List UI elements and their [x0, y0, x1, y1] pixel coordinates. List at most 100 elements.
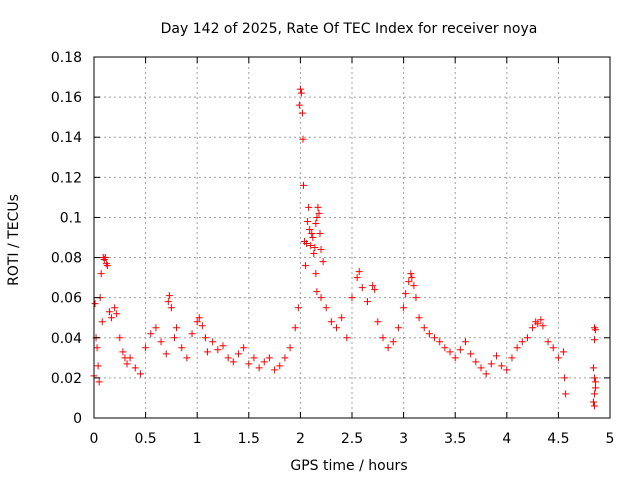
data-point	[93, 344, 101, 352]
data-point	[592, 384, 600, 392]
chart-title: Day 142 of 2025, Rate Of TEC Index for r…	[161, 21, 538, 37]
data-point	[111, 304, 119, 312]
x-tick-label: 0.5	[134, 431, 156, 447]
data-point	[255, 364, 263, 372]
data-point	[467, 350, 475, 358]
data-point	[101, 254, 109, 262]
data-point	[407, 270, 415, 278]
data-point	[291, 324, 299, 332]
data-point	[198, 322, 206, 330]
data-point	[591, 390, 599, 398]
x-axis-label: GPS time / hours	[290, 458, 407, 474]
y-tick-label: 0.16	[51, 90, 82, 106]
data-point	[164, 298, 172, 306]
data-point	[589, 398, 597, 406]
data-point	[313, 213, 321, 221]
data-point	[302, 262, 310, 270]
data-point	[314, 203, 322, 211]
data-point	[451, 354, 459, 362]
data-point	[529, 324, 537, 332]
data-point	[95, 378, 103, 386]
y-tick-label: 0.08	[51, 251, 82, 267]
data-point	[348, 294, 356, 302]
data-point	[591, 374, 599, 382]
data-point	[358, 284, 366, 292]
data-point	[549, 344, 557, 352]
data-point	[103, 262, 111, 270]
data-point	[97, 270, 105, 278]
data-point	[178, 344, 186, 352]
data-point	[389, 338, 397, 346]
data-point	[327, 318, 335, 326]
data-point	[498, 362, 506, 370]
data-point	[303, 240, 311, 248]
y-tick-label: 0	[73, 411, 82, 427]
data-point	[319, 258, 327, 266]
data-point	[431, 334, 439, 342]
data-point	[560, 348, 568, 356]
data-point	[94, 362, 102, 370]
data-point	[333, 324, 341, 332]
data-point	[126, 354, 134, 362]
data-point	[402, 290, 410, 298]
data-point	[240, 344, 248, 352]
data-point	[436, 338, 444, 346]
y-tick-label: 0.1	[60, 210, 82, 226]
data-point	[276, 362, 284, 370]
data-point	[343, 334, 351, 342]
data-point	[265, 354, 273, 362]
data-point	[298, 109, 306, 117]
data-point	[379, 334, 387, 342]
data-point	[281, 354, 289, 362]
data-point	[534, 320, 542, 328]
data-point	[518, 338, 526, 346]
data-point	[374, 318, 382, 326]
data-point	[371, 286, 379, 294]
data-point	[136, 370, 144, 378]
data-point	[313, 288, 321, 296]
data-point	[589, 364, 597, 372]
data-point	[306, 225, 314, 233]
data-point	[482, 370, 490, 378]
data-point	[214, 346, 222, 354]
data-point	[201, 334, 209, 342]
data-point	[147, 330, 155, 338]
data-point	[271, 366, 279, 374]
data-point	[592, 326, 600, 334]
data-point	[353, 274, 361, 282]
data-point	[554, 354, 562, 362]
data-point	[234, 350, 242, 358]
data-point	[299, 181, 307, 189]
data-point	[311, 244, 319, 252]
data-point	[295, 101, 303, 109]
x-tick-label: 2.5	[341, 431, 363, 447]
data-point	[250, 354, 258, 362]
y-tick-label: 0.18	[51, 50, 82, 66]
data-point	[537, 316, 545, 324]
data-point	[539, 322, 547, 330]
data-points	[90, 85, 600, 410]
data-point	[412, 294, 420, 302]
data-point	[384, 344, 392, 352]
data-point	[260, 358, 268, 366]
data-point	[305, 203, 313, 211]
data-point	[299, 135, 307, 143]
x-tick-labels: 0 0.5 1 1.5 2 2.5 3 3.5 4 4.5 5	[90, 431, 615, 447]
data-point	[98, 318, 106, 326]
data-point	[245, 360, 253, 368]
data-point	[286, 344, 294, 352]
data-point	[209, 338, 217, 346]
data-point	[462, 338, 470, 346]
data-point	[204, 348, 212, 356]
data-point	[294, 304, 302, 312]
data-point	[561, 374, 569, 382]
data-point	[405, 278, 413, 286]
x-tick-label: 0	[90, 431, 99, 447]
data-point	[310, 250, 318, 258]
y-tick-labels: 0 0.02 0.04 0.06 0.08 0.1 0.12 0.14 0.16 0.18	[51, 50, 82, 427]
data-point	[441, 344, 449, 352]
data-point	[131, 364, 139, 372]
data-point	[317, 294, 325, 302]
data-point	[410, 282, 418, 290]
